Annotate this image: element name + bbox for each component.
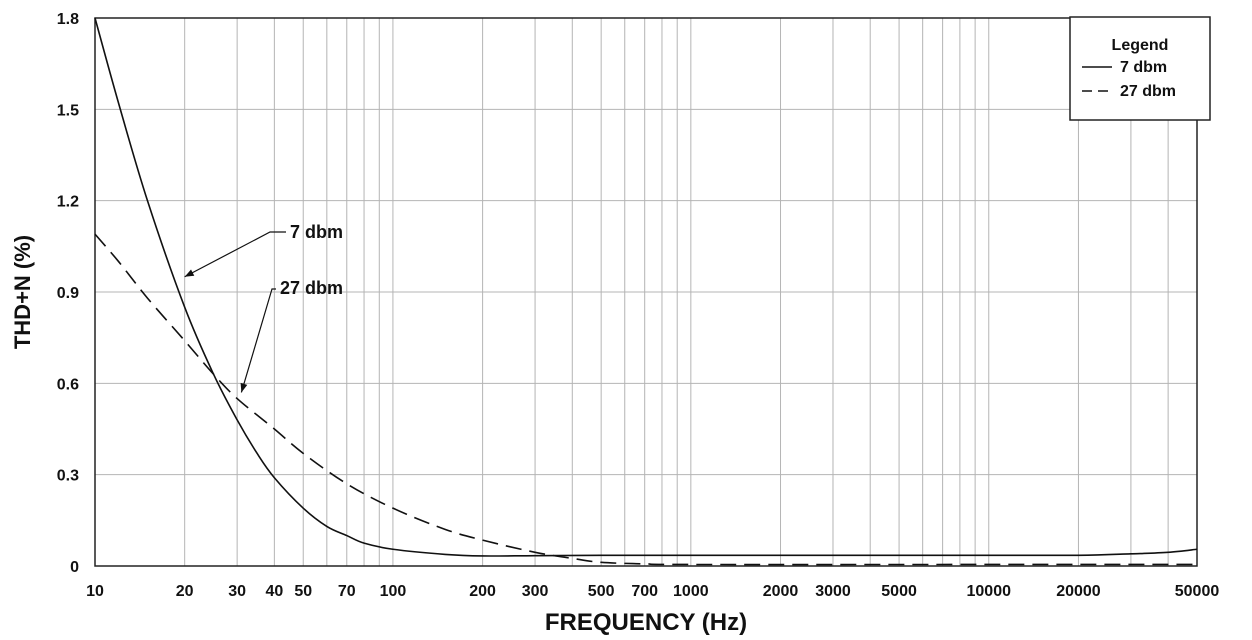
y-tick-label: 0.3 — [57, 468, 79, 485]
y-tick-label: 0 — [70, 559, 79, 576]
x-tick-label: 5000 — [881, 583, 917, 600]
plot-frame — [94, 17, 1198, 567]
annotations: 7 dbm 27 dbm — [184, 222, 343, 393]
annotation-leader — [184, 231, 286, 278]
y-tick-label: 1.2 — [57, 194, 79, 211]
x-tick-label: 50 — [294, 583, 312, 600]
annotation-arrowhead — [240, 382, 248, 393]
series-line-27-dbm — [94, 233, 1197, 566]
legend-title: Legend — [1112, 37, 1169, 54]
x-tick-label: 100 — [380, 583, 407, 600]
y-tick-labels: 0 0.3 0.6 0.9 1.2 1.5 1.8 — [57, 11, 79, 576]
annotation-label: 27 dbm — [280, 278, 343, 298]
x-tick-label: 40 — [265, 583, 283, 600]
x-tick-label: 300 — [522, 583, 549, 600]
y-axis-title: THD+N (%) — [10, 235, 35, 349]
legend-entries: 7 dbm 27 dbm — [1082, 59, 1176, 100]
x-tick-label: 10000 — [967, 583, 1012, 600]
annotation-arrowhead — [184, 269, 195, 277]
x-axis-title: FREQUENCY (Hz) — [545, 609, 747, 636]
legend-entry-label: 27 dbm — [1120, 83, 1176, 100]
legend-entry-label: 7 dbm — [1120, 59, 1167, 76]
y-tick-label: 0.9 — [57, 285, 79, 302]
y-grid — [95, 108, 1197, 476]
x-tick-label: 200 — [469, 583, 496, 600]
annotation-label: 7 dbm — [290, 222, 343, 242]
series-lines — [94, 17, 1198, 566]
series-line-7-dbm — [94, 17, 1198, 557]
x-tick-label: 70 — [338, 583, 356, 600]
x-tick-label: 3000 — [815, 583, 851, 600]
x-tick-label: 20000 — [1056, 583, 1101, 600]
x-tick-labels: 10 20 30 40 50 70 100 200 300 500 700 1000 2000 3000 5… — [86, 583, 1219, 600]
x-tick-label: 30 — [228, 583, 246, 600]
x-tick-label: 500 — [588, 583, 615, 600]
y-tick-label: 0.6 — [57, 376, 79, 393]
annotation-leader — [240, 288, 276, 393]
x-tick-label: 50000 — [1175, 583, 1220, 600]
x-tick-label: 1000 — [673, 583, 709, 600]
legend: Legend 7 dbm 27 dbm — [1069, 16, 1211, 121]
legend-box — [1069, 16, 1211, 121]
x-tick-label: 10 — [86, 583, 104, 600]
x-tick-label: 2000 — [763, 583, 799, 600]
y-tick-label: 1.8 — [57, 11, 79, 28]
y-tick-label: 1.5 — [57, 102, 79, 119]
x-tick-label: 20 — [176, 583, 194, 600]
x-tick-label: 700 — [631, 583, 658, 600]
